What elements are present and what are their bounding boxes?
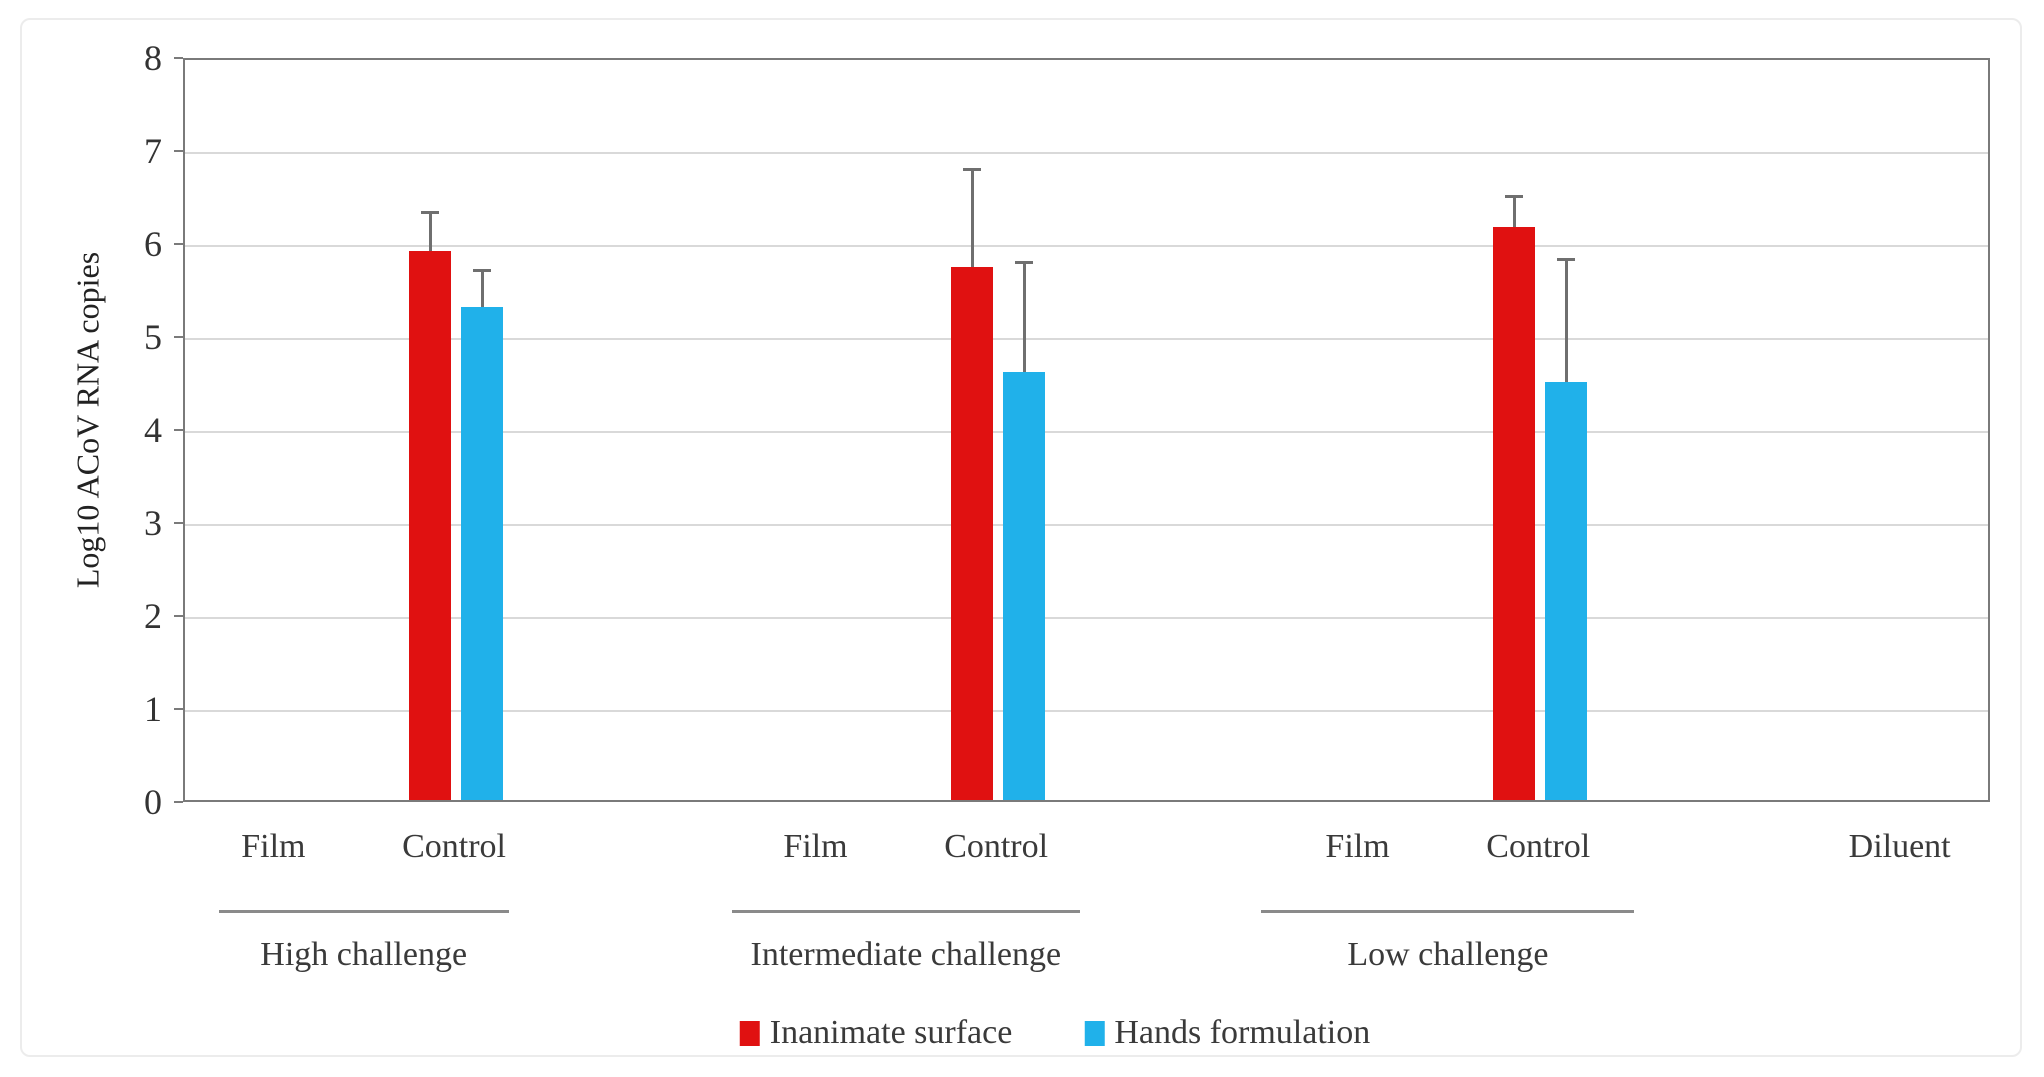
legend-item-inanimate-surface: Inanimate surface bbox=[739, 1014, 1013, 1052]
error-bar-cap bbox=[1557, 257, 1576, 261]
group-label-low-challenge: Low challenge bbox=[1347, 936, 1549, 973]
legend-item-hands-formulation: Hands formulation bbox=[1084, 1014, 1370, 1052]
y-tick-mark-6 bbox=[174, 243, 183, 245]
y-tick-label-2: 2 bbox=[144, 596, 162, 636]
legend-swatch-hands-formulation bbox=[1084, 1020, 1105, 1046]
y-tick-label-3: 3 bbox=[144, 503, 162, 543]
gridline-y1 bbox=[185, 710, 1988, 712]
y-tick-mark-2 bbox=[174, 615, 183, 617]
bar-inanimate-surface bbox=[951, 267, 994, 800]
legend-label-hands-formulation: Hands formulation bbox=[1114, 1014, 1371, 1051]
plot-area bbox=[183, 58, 1990, 802]
y-tick-label-7: 7 bbox=[144, 131, 162, 171]
gridline-y4 bbox=[185, 431, 1988, 433]
gridline-y5 bbox=[185, 338, 1988, 340]
group-label-intermediate-challenge: Intermediate challenge bbox=[750, 936, 1062, 973]
bar-hands-formulation bbox=[461, 307, 504, 800]
y-tick-mark-0 bbox=[174, 801, 183, 803]
group-underline-0 bbox=[218, 910, 509, 913]
error-bar-stem bbox=[480, 268, 484, 308]
error-bar-cap bbox=[1505, 194, 1524, 198]
error-bar-cap bbox=[963, 167, 982, 171]
error-bar-stem bbox=[1564, 257, 1568, 382]
gridline-y7 bbox=[185, 152, 1988, 154]
y-tick-label-8: 8 bbox=[144, 38, 162, 78]
error-bar-stem bbox=[970, 167, 974, 268]
category-label-control-7: Control bbox=[1486, 828, 1591, 865]
legend-swatch-inanimate-surface bbox=[739, 1020, 760, 1046]
group-underline-2 bbox=[1261, 910, 1635, 913]
y-tick-label-0: 0 bbox=[144, 782, 162, 822]
gridline-y3 bbox=[185, 524, 1988, 526]
y-tick-mark-1 bbox=[174, 708, 183, 710]
gridline-y2 bbox=[185, 617, 1988, 619]
error-bar-cap bbox=[473, 268, 492, 272]
y-tick-mark-3 bbox=[174, 522, 183, 524]
y-tick-label-6: 6 bbox=[144, 224, 162, 264]
bar-inanimate-surface bbox=[409, 251, 452, 800]
category-label-film-6: Film bbox=[1325, 828, 1390, 865]
category-label-diluent-9: Diluent bbox=[1848, 828, 1951, 865]
error-bar-stem bbox=[1022, 260, 1026, 373]
bar-hands-formulation bbox=[1003, 372, 1046, 800]
y-tick-mark-7 bbox=[174, 150, 183, 152]
y-tick-label-1: 1 bbox=[144, 689, 162, 729]
group-underline-1 bbox=[731, 910, 1080, 913]
y-tick-mark-4 bbox=[174, 429, 183, 431]
category-label-film-3: Film bbox=[783, 828, 848, 865]
y-tick-mark-5 bbox=[174, 336, 183, 338]
bar-inanimate-surface bbox=[1493, 227, 1536, 800]
bar-hands-formulation bbox=[1545, 381, 1588, 800]
category-label-control-4: Control bbox=[944, 828, 1049, 865]
legend-label-inanimate-surface: Inanimate surface bbox=[769, 1014, 1013, 1051]
category-label-control-1: Control bbox=[402, 828, 506, 865]
error-bar-cap bbox=[1015, 260, 1034, 264]
error-bar-stem bbox=[428, 211, 432, 252]
group-label-high-challenge: High challenge bbox=[260, 936, 468, 973]
legend: Inanimate surface Hands formulation bbox=[739, 1014, 1370, 1052]
category-label-film-0: Film bbox=[241, 828, 306, 865]
y-tick-mark-8 bbox=[174, 57, 183, 59]
gridline-y6 bbox=[185, 245, 1988, 247]
y-tick-label-4: 4 bbox=[144, 410, 162, 450]
y-tick-label-5: 5 bbox=[144, 317, 162, 357]
error-bar-stem bbox=[1512, 194, 1516, 228]
error-bar-cap bbox=[421, 211, 440, 215]
